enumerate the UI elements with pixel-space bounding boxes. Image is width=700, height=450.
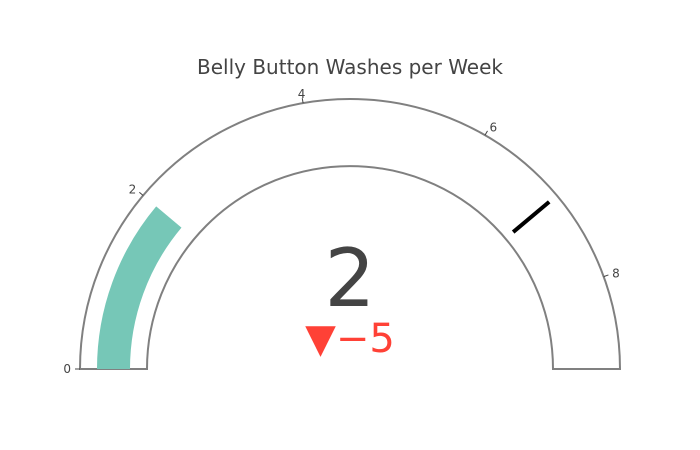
axis-tick-label: 2 — [129, 183, 137, 197]
gauge-delta: ▼−5 — [305, 316, 395, 362]
gauge-value-number: 2 — [325, 232, 376, 325]
axis-tick — [603, 274, 609, 278]
gauge-axis: 0 2 4 6 8 — [63, 87, 619, 376]
gauge-value-bar — [97, 206, 182, 369]
axis-tick-label: 0 — [63, 362, 71, 376]
gauge-outline — [78, 98, 622, 370]
axis-tick — [301, 98, 304, 104]
axis-tick-label: 8 — [612, 267, 620, 281]
axis-tick-label: 6 — [490, 120, 498, 134]
chart-title: Belly Button Washes per Week — [197, 55, 503, 79]
axis-tick — [139, 191, 144, 196]
delta-down-icon: ▼ — [305, 316, 336, 362]
axis-tick — [484, 130, 488, 136]
delta-value: −5 — [336, 316, 395, 362]
gauge-threshold-marker — [511, 200, 551, 234]
axis-tick-label: 4 — [298, 87, 306, 101]
